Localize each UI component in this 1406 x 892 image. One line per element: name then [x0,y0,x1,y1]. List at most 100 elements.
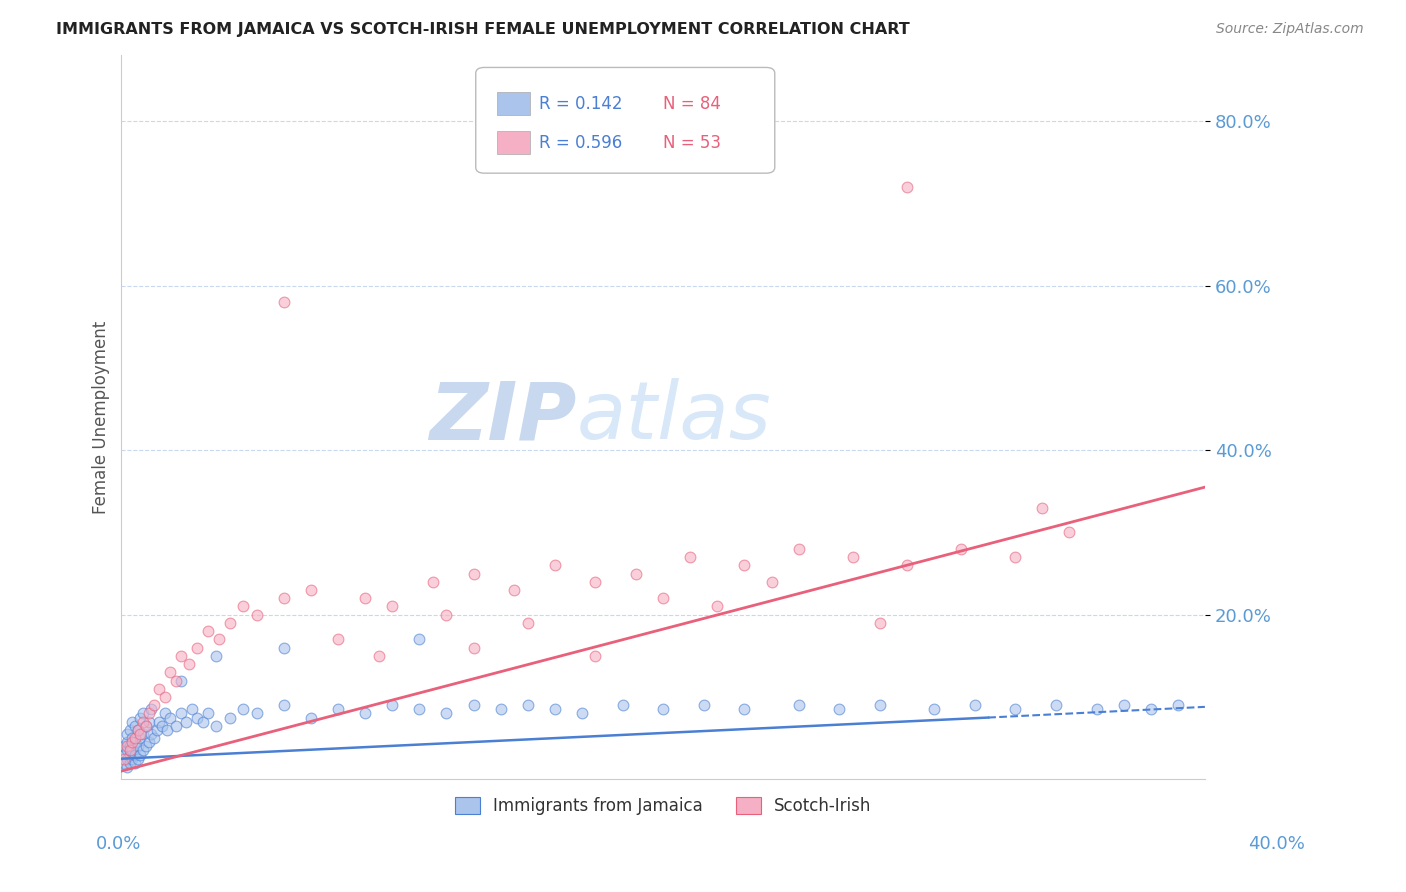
Point [950,541,973,556]
Point [208,632,231,647]
Point [273,640,295,655]
Point [1004,702,1026,716]
Point [135,719,157,733]
Point [138,706,160,721]
Point [922,702,945,716]
Point [218,710,240,724]
Point [148,681,170,696]
Point [145,723,167,737]
Point [115,743,138,757]
Point [463,698,485,713]
Point [1045,698,1067,713]
Point [463,566,485,581]
Text: IMMIGRANTS FROM JAMAICA VS SCOTCH-IRISH FEMALE UNEMPLOYMENT CORRELATION CHART: IMMIGRANTS FROM JAMAICA VS SCOTCH-IRISH … [56,22,910,37]
Point [273,698,295,713]
Point [326,632,349,647]
Point [585,648,607,663]
Point [127,723,149,737]
Point [115,752,138,766]
Point [1004,550,1026,565]
Point [693,698,716,713]
Point [127,723,149,737]
Y-axis label: Female Unemployment: Female Unemployment [93,320,110,514]
Point [153,690,176,704]
Point [112,752,135,766]
Text: R = 0.596: R = 0.596 [538,134,621,152]
Point [299,710,322,724]
Point [436,607,458,622]
Point [422,574,444,589]
Point [165,719,187,733]
Point [115,760,138,774]
Point [408,702,430,716]
Text: 40.0%: 40.0% [1249,835,1305,853]
Point [115,739,138,754]
Point [132,714,155,729]
Point [503,582,526,597]
Point [159,710,181,724]
Point [129,747,152,762]
Point [896,179,918,194]
Point [205,719,228,733]
Point [354,706,377,721]
Point [121,743,143,757]
Point [118,723,141,737]
Point [463,640,485,655]
Point [124,756,146,770]
Point [165,673,187,688]
Point [142,698,165,713]
Point [367,648,389,663]
Point [1139,702,1161,716]
Point [159,665,181,680]
Point [516,615,538,630]
Point [153,706,176,721]
Point [118,739,141,754]
Point [787,541,810,556]
Text: N = 53: N = 53 [664,134,721,152]
Point [150,719,173,733]
Point [232,702,254,716]
Point [132,743,155,757]
Point [246,706,269,721]
Point [124,747,146,762]
Point [963,698,986,713]
Point [115,727,138,741]
Point [408,632,430,647]
Point [612,698,634,713]
Text: Source: ZipAtlas.com: Source: ZipAtlas.com [1216,22,1364,37]
Point [761,574,783,589]
Point [197,706,219,721]
Point [326,702,349,716]
Point [489,702,512,716]
Point [1112,698,1135,713]
Point [124,719,146,733]
Point [436,706,458,721]
Point [246,607,269,622]
Point [127,739,149,754]
Point [1167,698,1189,713]
Point [115,735,138,749]
Point [129,710,152,724]
Point [544,558,567,573]
Point [516,698,538,713]
Point [624,566,647,581]
Point [112,739,135,754]
Point [141,702,163,716]
Text: 0.0%: 0.0% [96,835,141,853]
Point [141,727,163,741]
Text: N = 84: N = 84 [664,95,721,112]
Point [1031,500,1053,515]
Point [205,648,228,663]
FancyBboxPatch shape [475,68,775,173]
Point [197,624,219,639]
Point [129,727,152,741]
Point [180,702,202,716]
Point [186,710,208,724]
Point [787,698,810,713]
Point [127,752,149,766]
Point [218,615,240,630]
Point [132,727,155,741]
Point [148,714,170,729]
Point [381,698,404,713]
Point [273,295,295,310]
